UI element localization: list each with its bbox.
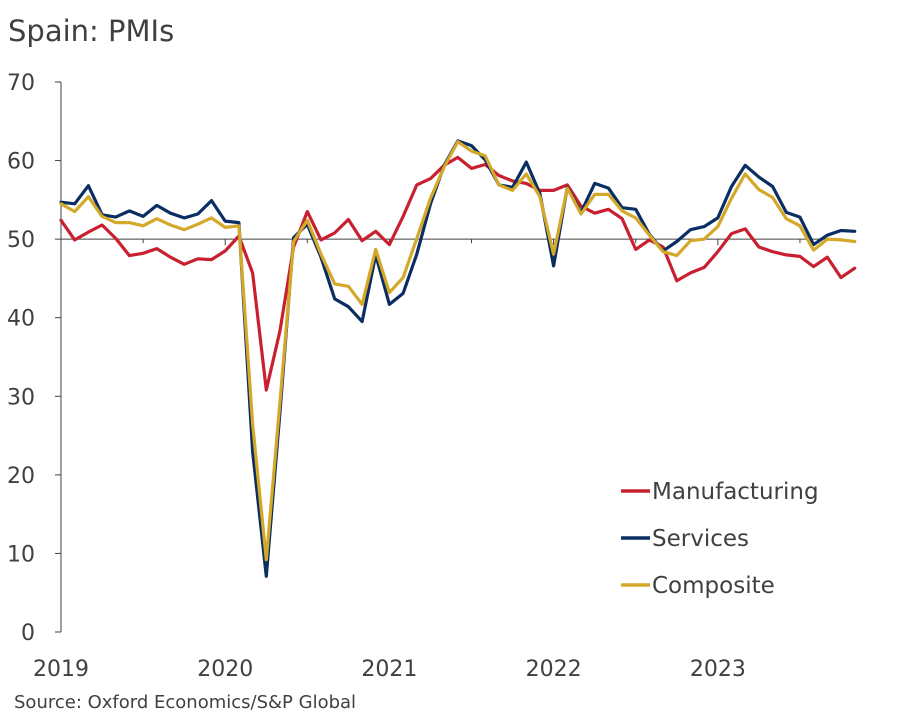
axes-layer: 0 10 20 30 40 50 60 70 2019 2020 2021 2022 2023 [7,71,841,682]
x-tick-label: 2022 [526,657,582,682]
x-tick-label: 2021 [361,657,417,682]
legend-label-composite: Composite [652,573,775,599]
x-tick-label: 2019 [33,657,89,682]
chart-title: Spain: PMIs [8,14,175,48]
y-tick-label: 40 [7,307,35,332]
y-tick-label: 50 [7,228,35,253]
legend: Manufacturing Services Composite [621,479,819,599]
series-line-manufacturing [59,155,857,392]
x-tick-label: 2023 [690,657,746,682]
y-tick-label: 30 [7,385,35,410]
y-tick-label: 0 [21,621,35,646]
series-line-services [59,139,857,578]
y-tick-label: 20 [7,464,35,489]
series-layer [59,139,857,578]
y-tick-label: 60 [7,150,35,175]
source-note: Source: Oxford Economics/S&P Global [14,692,357,713]
x-tick-label: 2020 [197,657,253,682]
series-line-composite [59,140,857,562]
legend-label-manufacturing: Manufacturing [652,479,819,505]
y-tick-label: 10 [7,542,35,567]
y-tick-label: 70 [7,71,35,96]
legend-label-services: Services [652,526,749,552]
